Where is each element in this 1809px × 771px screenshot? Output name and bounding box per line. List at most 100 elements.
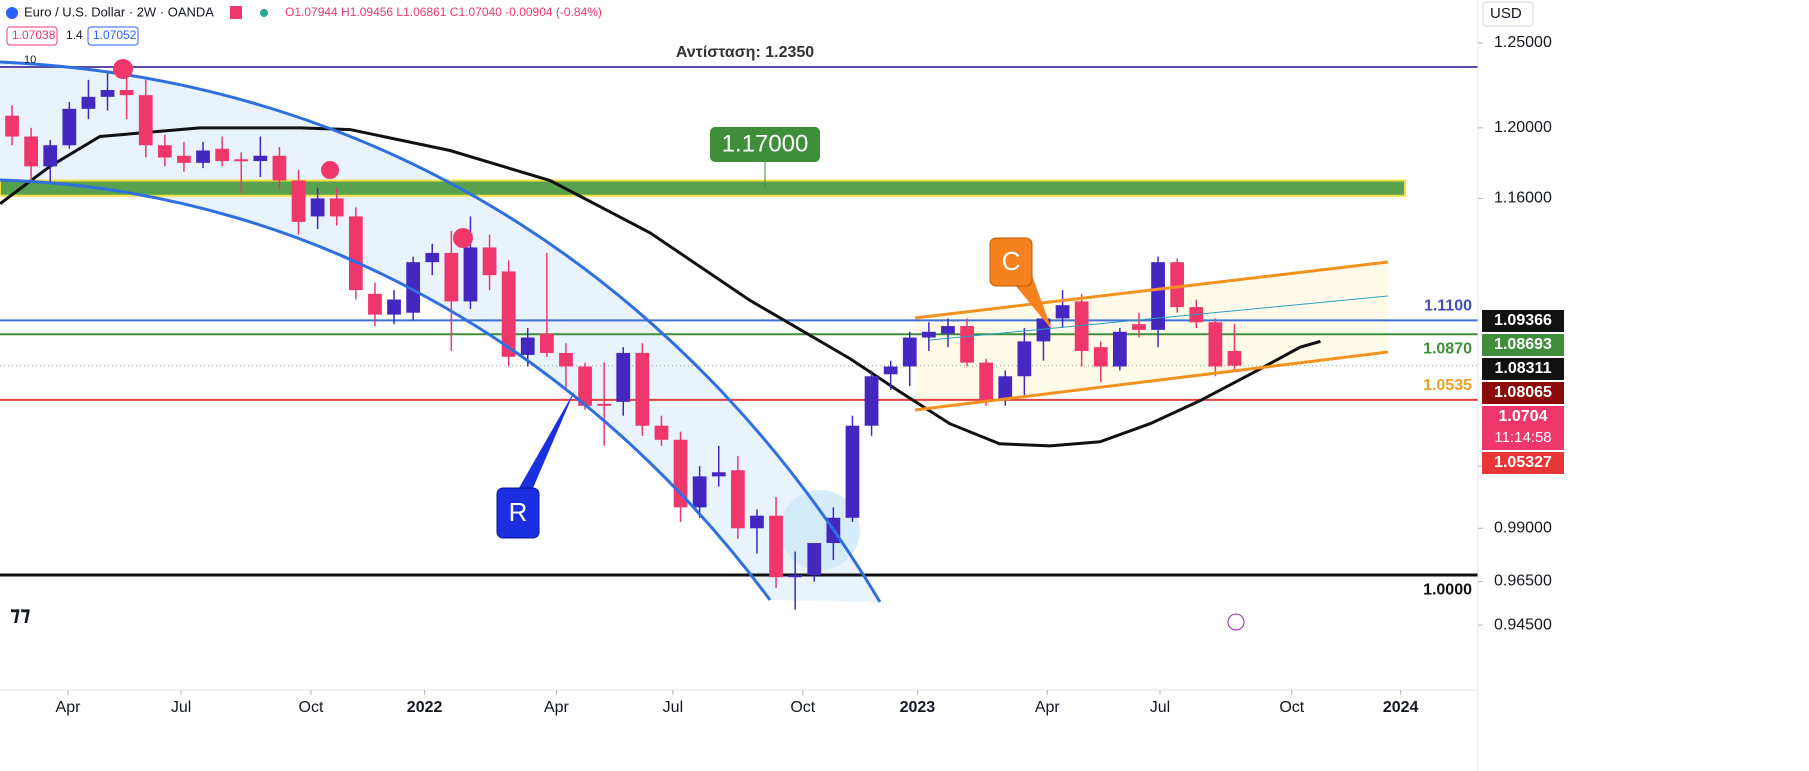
callout-pointer: [515, 390, 575, 495]
zone-label-box: [710, 127, 820, 162]
alert-icon[interactable]: [1227, 613, 1245, 631]
zone-label: 1.17000: [722, 130, 809, 157]
price-badge: [1482, 381, 1564, 404]
candle-body: [234, 159, 249, 162]
candle-body: [425, 252, 440, 263]
symbol-title: Euro / U.S. Dollar · 2W · OANDA: [24, 4, 214, 19]
price-badge: [1482, 405, 1564, 450]
candle-body: [24, 136, 39, 167]
wave-label: R: [509, 497, 528, 527]
indicator: 10: [24, 54, 36, 66]
candle-body: [1055, 305, 1070, 319]
x-tick-label: Jul: [663, 699, 683, 716]
candle-body: [960, 326, 974, 363]
zone: [0, 179, 1406, 197]
x-tick-label: Oct: [790, 699, 815, 716]
levels: 1.17000 Αντίσταση: 1.2350 1.1100 1.0870 1.05…: [0, 44, 1478, 598]
bid: 1.07038: [12, 28, 56, 42]
level-label: 1.0000: [1423, 581, 1472, 598]
candle-body: [539, 333, 554, 353]
x-tick-label: Apr: [56, 699, 82, 716]
candle-body: [444, 252, 459, 302]
y-tick-label: 0.96500: [1494, 573, 1552, 590]
price-badge-label: 1.09366: [1494, 312, 1552, 329]
signal-marker: [321, 161, 339, 179]
candle-body: [100, 90, 115, 97]
candle-body: [291, 180, 306, 222]
candle-body: [482, 247, 497, 276]
candle-body: [979, 362, 994, 400]
candle-body: [730, 470, 745, 529]
y-tick-label: 1.25000: [1494, 34, 1552, 51]
price-badge-label: 1.08065: [1494, 384, 1552, 401]
candle-body: [81, 96, 96, 109]
candle-body: [520, 337, 535, 355]
candle-body: [5, 115, 19, 137]
spread: 1.4: [66, 28, 83, 42]
currency-box[interactable]: [1482, 1, 1534, 27]
candle-body: [1151, 262, 1165, 330]
level-label: 1.0535: [1423, 377, 1472, 394]
trend-curve: [0, 178, 772, 601]
candle-body: [215, 148, 230, 162]
highlight: [780, 490, 860, 570]
candle-body: [43, 145, 58, 167]
candle-body: [368, 293, 382, 315]
candle-body: [1227, 351, 1242, 366]
x-tick-label: 2022: [407, 699, 443, 716]
y-tick-label: 1.20000: [1494, 119, 1552, 136]
candle-body: [807, 543, 822, 576]
candle-body: [635, 352, 650, 426]
signal-marker: [453, 228, 473, 248]
candle-body: [1170, 262, 1185, 308]
wave-label: C: [1002, 246, 1021, 276]
signal-markers: [113, 59, 473, 248]
y-tick-label: 1.16000: [1494, 190, 1552, 207]
level-label: 1.0870: [1423, 340, 1472, 357]
y-tick-label: 0.94500: [1494, 616, 1552, 633]
channel-fill: [915, 262, 1388, 410]
candle-body: [941, 326, 955, 334]
channel-line: [914, 260, 1389, 320]
x-tick-label: Jul: [1150, 699, 1170, 716]
callout-box: [989, 237, 1033, 287]
candle-body: [272, 155, 287, 181]
x-tick-label: Oct: [299, 699, 324, 716]
candle-body: [578, 366, 592, 406]
candle-body: [1208, 322, 1223, 367]
candle-body: [1112, 331, 1127, 367]
level-label: Αντίσταση: 1.2350: [676, 44, 814, 61]
candle-body: [769, 515, 783, 578]
candle-body: [157, 145, 172, 158]
candle-body: [406, 262, 421, 313]
candle-body: [750, 515, 764, 529]
moving-average: [0, 126, 1321, 448]
candle-body: [864, 376, 879, 426]
level-label: 1.1100: [1424, 298, 1472, 315]
price-badge: [1482, 309, 1564, 332]
bid-box[interactable]: [6, 26, 58, 46]
candle-body: [62, 108, 77, 146]
ask-box[interactable]: [87, 26, 139, 46]
countdown: 11:14:58: [1494, 429, 1551, 446]
x-tick-label: Oct: [1279, 699, 1304, 716]
candle-body: [1074, 301, 1089, 352]
flag-icon[interactable]: [230, 6, 242, 19]
candle-body: [845, 425, 860, 518]
ohlc: O1.07944 H1.09456 L1.06861 C1.07040 -0.0…: [285, 5, 602, 19]
candle-body: [1132, 324, 1146, 330]
callout-box: [496, 487, 540, 539]
y-tick-label: 0.99000: [1494, 519, 1552, 536]
candle-body: [119, 90, 134, 96]
price-badge-label: 1.05327: [1494, 454, 1552, 471]
candle-body: [998, 376, 1013, 400]
symbol-icon: [6, 7, 18, 19]
price-badge: [1482, 333, 1564, 356]
candle-body: [921, 331, 936, 338]
price-badge-label: 1.0704: [1499, 408, 1548, 425]
candle-body: [692, 476, 707, 508]
candle-body: [902, 337, 917, 367]
candle-body: [138, 95, 153, 146]
candle-body: [253, 155, 268, 162]
